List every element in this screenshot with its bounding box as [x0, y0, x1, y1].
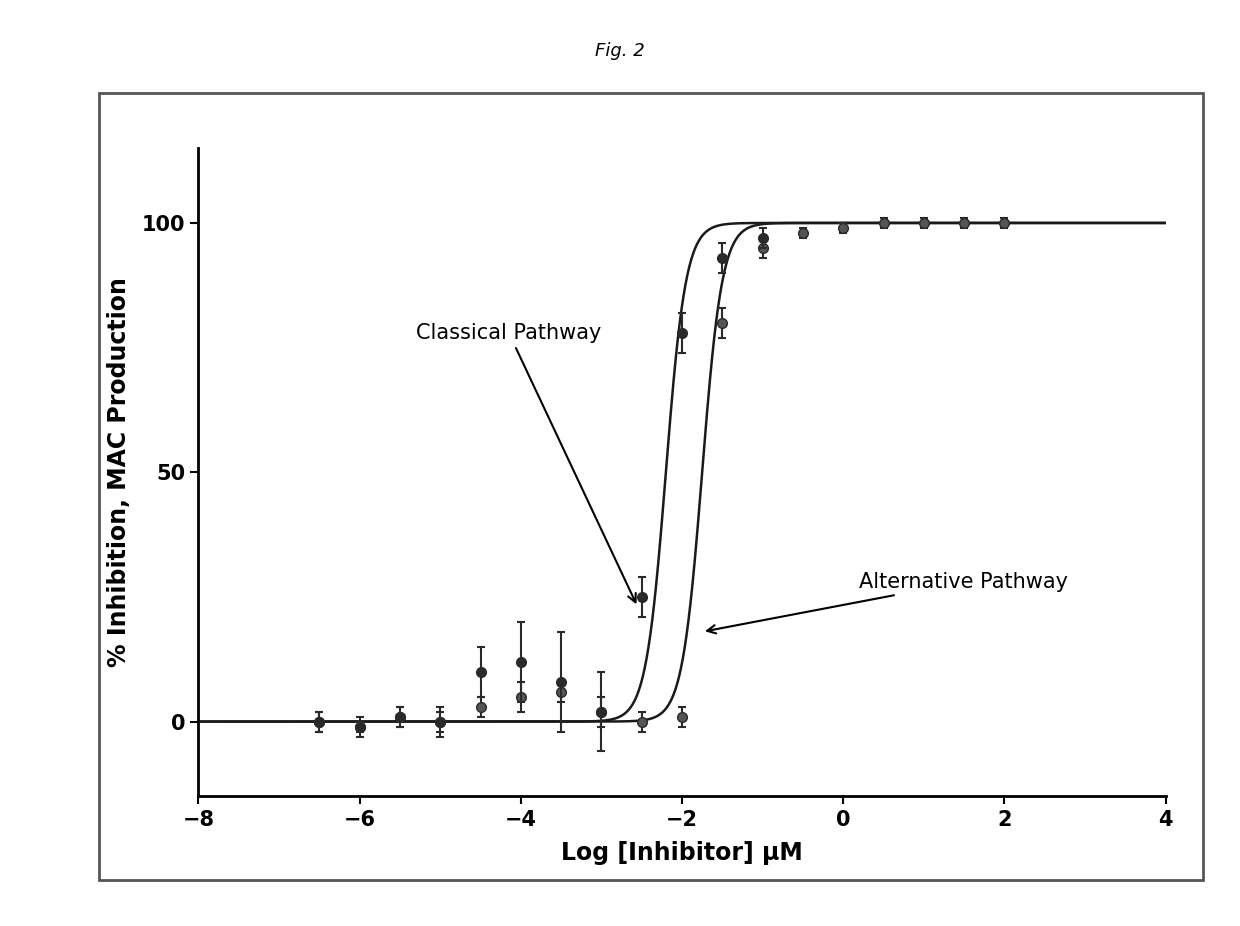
Y-axis label: % Inhibition, MAC Production: % Inhibition, MAC Production: [107, 277, 130, 668]
Text: Fig. 2: Fig. 2: [595, 43, 645, 60]
X-axis label: Log [Inhibitor] μM: Log [Inhibitor] μM: [562, 841, 802, 865]
Text: Classical Pathway: Classical Pathway: [417, 322, 636, 602]
Text: Alternative Pathway: Alternative Pathway: [707, 572, 1069, 633]
